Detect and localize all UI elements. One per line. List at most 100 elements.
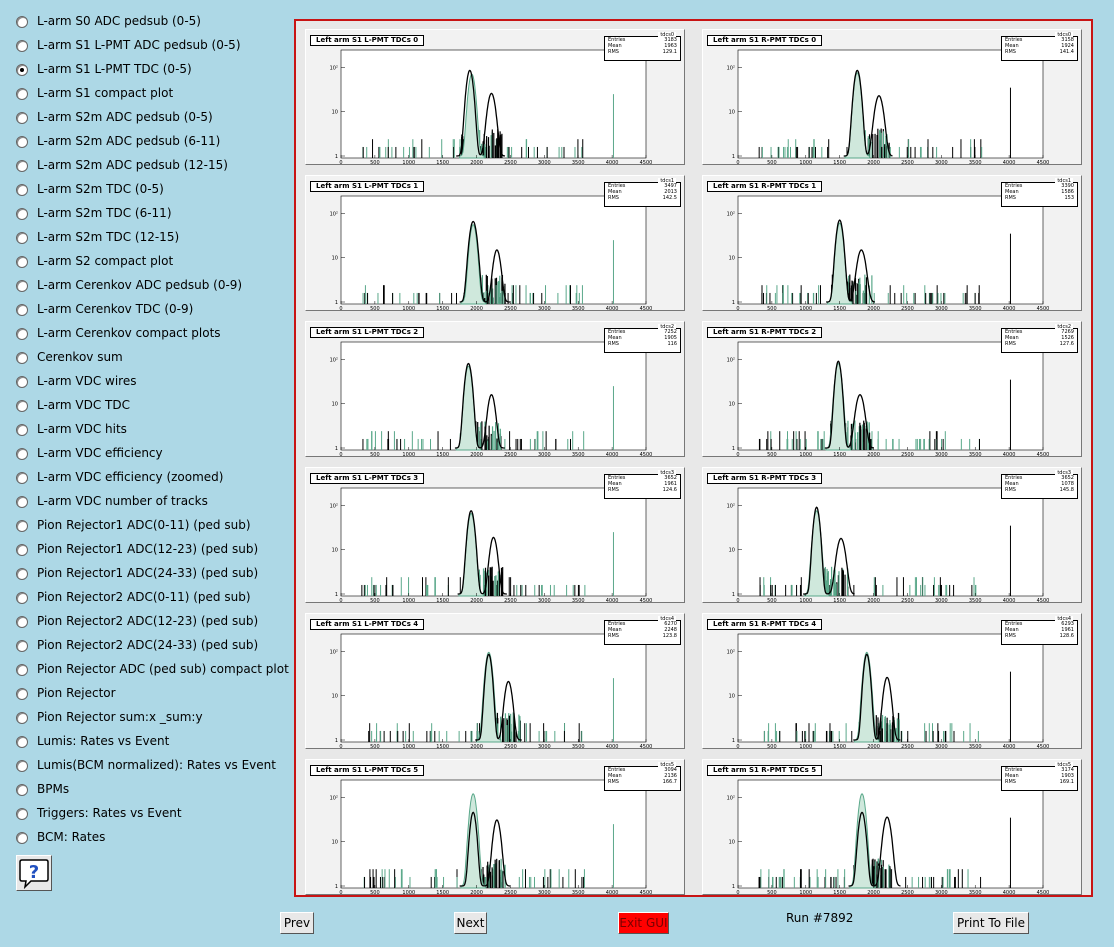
radio-option[interactable]: L-arm S2m ADC pedsub (6-11) <box>14 132 284 156</box>
plot-frame <box>737 341 1044 451</box>
radio-option[interactable]: L-arm VDC wires <box>14 372 284 396</box>
radio-button-icon[interactable] <box>16 760 28 772</box>
radio-button-icon[interactable] <box>16 496 28 508</box>
radio-button-icon[interactable] <box>16 448 28 460</box>
radio-option[interactable]: L-arm S1 L-PMT ADC pedsub (0-5) <box>14 36 284 60</box>
radio-option[interactable]: Pion Rejector2 ADC(12-23) (ped sub) <box>14 612 284 636</box>
radio-option[interactable]: Pion Rejector2 ADC(24-33) (ped sub) <box>14 636 284 660</box>
radio-option[interactable]: Pion Rejector ADC (ped sub) compact plot <box>14 660 289 684</box>
radio-button-icon[interactable] <box>16 664 28 676</box>
x-tick-label: 2500 <box>901 890 914 896</box>
radio-option[interactable]: L-arm VDC hits <box>14 420 284 444</box>
radio-option[interactable]: Lumis(BCM normalized): Rates vs Event <box>14 756 284 780</box>
radio-option[interactable]: L-arm S1 L-PMT TDC (0-5) <box>14 60 284 84</box>
radio-button-icon[interactable] <box>16 112 28 124</box>
radio-button-icon[interactable] <box>16 424 28 436</box>
radio-button-icon[interactable] <box>16 184 28 196</box>
radio-option[interactable]: Pion Rejector <box>14 684 284 708</box>
radio-option[interactable]: BCM: Rates <box>14 828 284 852</box>
radio-button-icon[interactable] <box>16 352 28 364</box>
plot-frame <box>340 487 647 597</box>
radio-button-icon[interactable] <box>16 568 28 580</box>
exit-gui-button[interactable]: Exit GUI <box>618 912 669 934</box>
histogram-pad[interactable]: 0 500 1000 1500 2000 2500 3000 3500 4000 4500 1 10 1… <box>305 175 685 312</box>
stats-row-entries: Entries 3652 <box>605 475 680 481</box>
radio-button-icon[interactable] <box>16 208 28 220</box>
radio-button-icon[interactable] <box>16 40 28 52</box>
radio-button-icon[interactable] <box>16 784 28 796</box>
radio-button-icon[interactable] <box>16 592 28 604</box>
radio-button-icon[interactable] <box>16 88 28 100</box>
radio-option[interactable]: L-arm VDC efficiency (zoomed) <box>14 468 284 492</box>
radio-option[interactable]: L-arm S2m ADC pedsub (12-15) <box>14 156 284 180</box>
radio-button-icon[interactable] <box>16 544 28 556</box>
radio-button-icon[interactable] <box>16 64 28 76</box>
radio-button-icon[interactable] <box>16 688 28 700</box>
radio-button-icon[interactable] <box>16 328 28 340</box>
y-tick-label: 1 <box>335 300 338 306</box>
histogram-pad[interactable]: 0 500 1000 1500 2000 2500 3000 3500 4000 4500 1 10 1… <box>305 321 685 458</box>
radio-button-icon[interactable] <box>16 616 28 628</box>
radio-option[interactable]: L-arm Cerenkov compact plots <box>14 324 284 348</box>
radio-button-icon[interactable] <box>16 640 28 652</box>
radio-button-icon[interactable] <box>16 136 28 148</box>
radio-option[interactable]: L-arm VDC TDC <box>14 396 284 420</box>
radio-option[interactable]: L-arm S2m TDC (0-5) <box>14 180 284 204</box>
radio-option[interactable]: Cerenkov sum <box>14 348 284 372</box>
radio-option[interactable]: L-arm S2m TDC (6-11) <box>14 204 284 228</box>
radio-button-icon[interactable] <box>16 304 28 316</box>
radio-option[interactable]: L-arm Cerenkov ADC pedsub (0-9) <box>14 276 284 300</box>
radio-button-icon[interactable] <box>16 232 28 244</box>
radio-button-icon[interactable] <box>16 832 28 844</box>
histogram-pad[interactable]: 0 500 1000 1500 2000 2500 3000 3500 4000 4500 1 10 1… <box>305 29 685 166</box>
radio-label: Lumis(BCM normalized): Rates vs Event <box>37 758 276 772</box>
y-tick-label: 10 <box>332 110 338 116</box>
histogram-pad[interactable]: 0 500 1000 1500 2000 2500 3000 3500 4000 4500 1 10 1… <box>702 321 1082 458</box>
radio-option[interactable]: L-arm S2m ADC pedsub (0-5) <box>14 108 284 132</box>
histogram-pad[interactable]: 0 500 1000 1500 2000 2500 3000 3500 4000 4500 1 10 1… <box>702 613 1082 750</box>
radio-label: L-arm S2m TDC (0-5) <box>37 182 164 196</box>
histogram-pad[interactable]: 0 500 1000 1500 2000 2500 3000 3500 4000 4500 1 10 1… <box>305 467 685 604</box>
radio-option[interactable]: L-arm S2 compact plot <box>14 252 284 276</box>
histogram-pad[interactable]: 0 500 1000 1500 2000 2500 3000 3500 4000 4500 1 10 1… <box>702 29 1082 166</box>
x-tick-label: 3500 <box>969 598 982 604</box>
radio-option[interactable]: Lumis: Rates vs Event <box>14 732 284 756</box>
radio-option[interactable]: L-arm S1 compact plot <box>14 84 284 108</box>
histogram-pad[interactable]: 0 500 1000 1500 2000 2500 3000 3500 4000 4500 1 10 1… <box>702 175 1082 312</box>
radio-button-icon[interactable] <box>16 472 28 484</box>
help-button[interactable]: ? <box>16 855 52 891</box>
x-tick-label: 3500 <box>572 890 585 896</box>
radio-button-icon[interactable] <box>16 808 28 820</box>
radio-button-icon[interactable] <box>16 520 28 532</box>
radio-option[interactable]: L-arm VDC efficiency <box>14 444 284 468</box>
radio-button-icon[interactable] <box>16 160 28 172</box>
radio-option[interactable]: Pion Rejector1 ADC(24-33) (ped sub) <box>14 564 284 588</box>
radio-option[interactable]: BPMs <box>14 780 284 804</box>
radio-button-icon[interactable] <box>16 400 28 412</box>
radio-option[interactable]: Pion Rejector1 ADC(0-11) (ped sub) <box>14 516 284 540</box>
x-tick-label: 1500 <box>833 890 846 896</box>
histogram-pad[interactable]: 0 500 1000 1500 2000 2500 3000 3500 4000 4500 1 10 1… <box>702 759 1082 896</box>
radio-option[interactable]: L-arm S0 ADC pedsub (0-5) <box>14 12 284 36</box>
radio-option[interactable]: Pion Rejector2 ADC(0-11) (ped sub) <box>14 588 284 612</box>
radio-option[interactable]: L-arm S2m TDC (12-15) <box>14 228 284 252</box>
radio-button-icon[interactable] <box>16 280 28 292</box>
histogram-pad[interactable]: 0 500 1000 1500 2000 2500 3000 3500 4000 4500 1 10 1… <box>702 467 1082 604</box>
radio-button-icon[interactable] <box>16 736 28 748</box>
radio-option[interactable]: Triggers: Rates vs Event <box>14 804 284 828</box>
histogram-pad[interactable]: 0 500 1000 1500 2000 2500 3000 3500 4000 4500 1 10 1… <box>305 759 685 896</box>
radio-button-icon[interactable] <box>16 256 28 268</box>
prev-button[interactable]: Prev <box>280 912 314 934</box>
next-button[interactable]: Next <box>454 912 487 934</box>
radio-button-icon[interactable] <box>16 376 28 388</box>
radio-option[interactable]: L-arm VDC number of tracks <box>14 492 284 516</box>
radio-button-icon[interactable] <box>16 712 28 724</box>
x-tick-label: 1000 <box>799 744 812 750</box>
histogram-pad[interactable]: 0 500 1000 1500 2000 2500 3000 3500 4000 4500 1 10 1… <box>305 613 685 750</box>
radio-option[interactable]: Pion Rejector sum:x _sum:y <box>14 708 284 732</box>
radio-option[interactable]: Pion Rejector1 ADC(12-23) (ped sub) <box>14 540 284 564</box>
stats-value: 3497 <box>664 183 677 189</box>
radio-option[interactable]: L-arm Cerenkov TDC (0-9) <box>14 300 284 324</box>
print-to-file-button[interactable]: Print To File <box>953 912 1029 934</box>
radio-button-icon[interactable] <box>16 16 28 28</box>
